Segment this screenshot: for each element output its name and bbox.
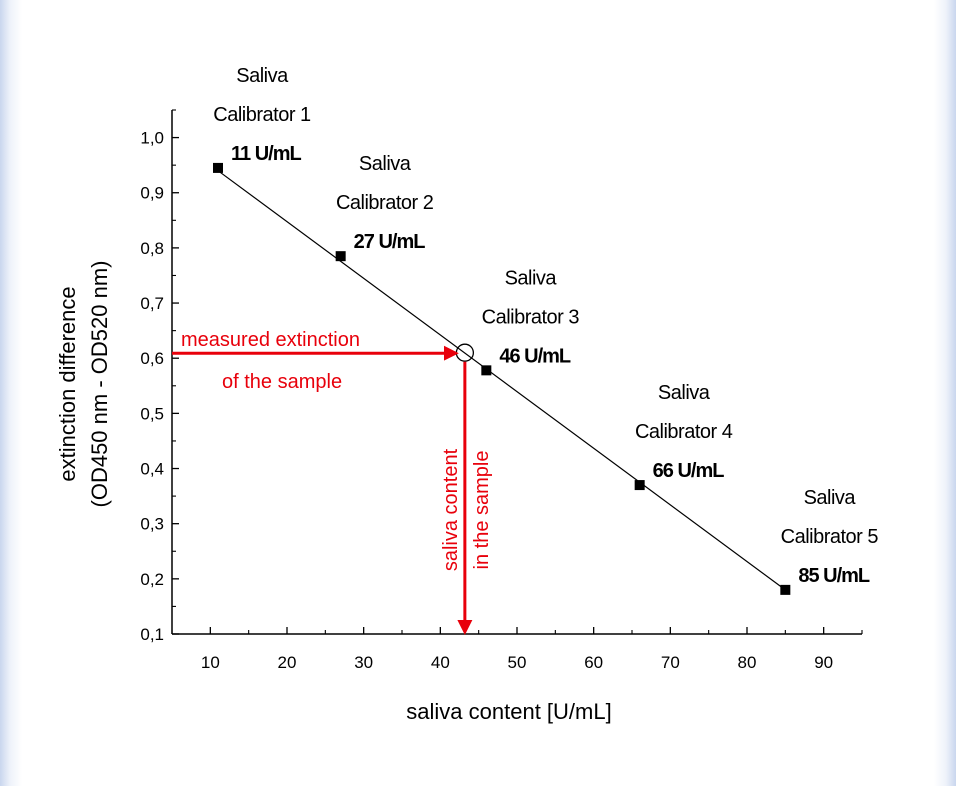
calibrator-name-line2-4: Calibrator 4 <box>635 421 733 443</box>
calibrator-value-label-1: 11 U/mL <box>231 143 301 165</box>
calibrator-name-line1-1: Saliva <box>236 65 289 87</box>
y-tick-label: 0,1 <box>140 625 164 644</box>
x-tick-label: 70 <box>661 653 680 672</box>
content-annotation-line2: in the sample <box>471 451 493 570</box>
x-tick-label: 30 <box>354 653 373 672</box>
extinction-annotation-line2: of the sample <box>222 371 342 393</box>
calibrator-point-1 <box>213 162 223 173</box>
y-tick-label: 0,2 <box>140 570 164 589</box>
calibrator-point-5 <box>780 584 791 595</box>
x-axis-title: saliva content [U/mL] <box>406 699 611 724</box>
calibrator-name-line1-5: Saliva <box>804 487 857 509</box>
calibrator-value-label-4: 66 U/mL <box>653 460 725 482</box>
calibrator-name-line2-3: Calibrator 3 <box>482 306 580 328</box>
calibrator-name-line1-3: Saliva <box>505 267 558 289</box>
calibrator-value-label-3: 46 U/mL <box>499 345 571 367</box>
calibrator-point-2 <box>335 251 346 262</box>
calibrator-name-line2-2: Calibrator 2 <box>336 192 434 214</box>
y-tick-label: 0,6 <box>140 349 164 368</box>
y-tick-label: 0,9 <box>140 184 164 203</box>
x-tick-label: 90 <box>814 653 833 672</box>
calibrator-name-line1-2: Saliva <box>359 153 412 175</box>
y-axis-title-line1: extinction difference <box>55 286 80 481</box>
x-tick-label: 10 <box>201 653 220 672</box>
x-tick-label: 40 <box>431 653 450 672</box>
x-tick-label: 50 <box>508 653 527 672</box>
calibration-fit-line <box>217 170 786 591</box>
calibrator-name-line1-4: Saliva <box>658 382 711 404</box>
content-annotation-line1: saliva content <box>440 448 462 571</box>
calibrator-name-line2-5: Calibrator 5 <box>781 526 879 548</box>
y-tick-label: 0,3 <box>140 515 164 534</box>
calibrator-value-label-5: 85 U/mL <box>798 565 870 587</box>
calibrator-value-label-2: 27 U/mL <box>354 231 426 253</box>
calibrator-name-line2-1: Calibrator 1 <box>213 104 311 126</box>
y-tick-label: 1,0 <box>140 129 164 148</box>
y-axis-title-line2: (OD450 nm - OD520 nm) <box>87 261 112 508</box>
y-tick-label: 0,5 <box>140 404 164 423</box>
x-tick-label: 60 <box>584 653 603 672</box>
y-tick-label: 0,4 <box>140 460 164 479</box>
x-tick-label: 80 <box>738 653 757 672</box>
y-tick-label: 0,8 <box>140 239 164 258</box>
calibrator-point-4 <box>634 480 645 491</box>
y-tick-label: 0,7 <box>140 294 164 313</box>
calibrator-point-3 <box>481 365 492 376</box>
extinction-annotation-line1: measured extinction <box>181 329 360 351</box>
x-tick-label: 20 <box>278 653 297 672</box>
